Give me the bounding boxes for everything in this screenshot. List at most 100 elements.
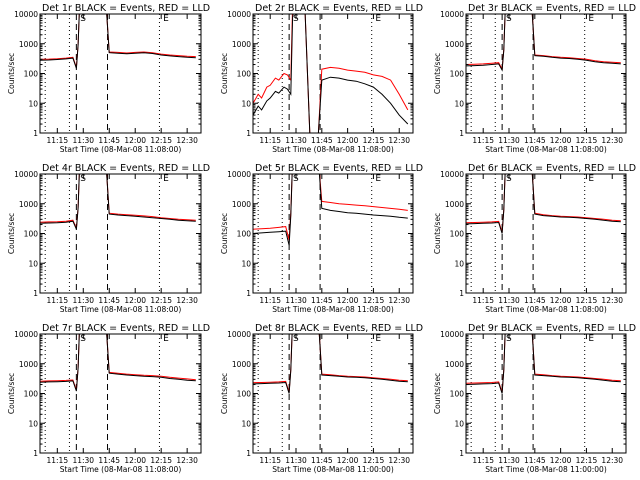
end-marker: E [588, 14, 594, 24]
y-axis-label: Counts/sec [433, 373, 442, 414]
plot-frame [39, 13, 202, 134]
y-tick-label: 1 [33, 289, 38, 298]
series-events-line [40, 14, 196, 69]
y-tick-label: 10000 [14, 10, 38, 19]
plot-frame [465, 333, 627, 454]
x-axis-label: Start Time (08-Mar-08 11:08:00) [272, 145, 394, 154]
panel-title: Det 2r BLACK = Events, RED = LLD [255, 3, 423, 14]
y-axis-label: Counts/sec [220, 213, 229, 254]
series-events-line [40, 334, 196, 392]
y-axis-label: Counts/sec [433, 213, 442, 254]
x-tick-label: 12:30 [388, 296, 410, 305]
end-marker: E [163, 334, 169, 344]
y-axis-label: Counts/sec [7, 213, 16, 254]
panel-det-4: Det 4r BLACK = Events, RED = LLDSE110100… [7, 163, 210, 314]
panel-det-7: Det 7r BLACK = Events, RED = LLDSE110100… [7, 323, 210, 474]
y-tick-label: 10 [454, 259, 464, 268]
y-tick-label: 1000 [19, 40, 38, 49]
x-tick-label: 11:45 [98, 136, 120, 145]
x-tick-label: 12:00 [337, 296, 359, 305]
y-tick-label: 1000 [19, 360, 38, 369]
x-axis-label: Start Time (08-Mar-08 11:00:00) [485, 465, 607, 474]
y-tick-label: 1 [33, 129, 38, 138]
series-lld-line [253, 14, 409, 133]
y-tick-label: 100 [450, 230, 465, 239]
series-events-line [466, 334, 621, 394]
plot-frame [252, 173, 414, 294]
x-tick-label: 11:30 [72, 296, 94, 305]
panel-det-5: Det 5r BLACK = Events, RED = LLDSE110100… [220, 163, 423, 314]
y-tick-label: 100 [24, 390, 39, 399]
x-tick-label: 11:45 [311, 296, 333, 305]
panel-det-3: Det 3r BLACK = Events, RED = LLDSE110100… [433, 3, 636, 154]
series-events-line [466, 14, 621, 72]
y-axis-label: Counts/sec [7, 53, 16, 94]
x-axis-label: Start Time (08-Mar-08 11:08:00) [60, 465, 182, 474]
x-tick-label: 11:45 [311, 136, 333, 145]
y-tick-label: 10 [454, 99, 464, 108]
y-tick-label: 10 [241, 259, 251, 268]
x-tick-label: 11:15 [259, 136, 281, 145]
y-tick-label: 10 [28, 99, 38, 108]
x-tick-label: 12:00 [550, 456, 572, 465]
x-tick-label: 12:30 [601, 456, 623, 465]
plot-frame [465, 13, 627, 134]
x-tick-label: 12:15 [150, 456, 172, 465]
x-tick-label: 11:45 [98, 296, 120, 305]
x-axis-label: Start Time (08-Mar-08 11:00:00) [272, 465, 394, 474]
x-tick-label: 11:15 [46, 456, 68, 465]
y-tick-label: 100 [237, 230, 252, 239]
y-tick-label: 100 [450, 390, 465, 399]
y-tick-label: 1 [246, 289, 251, 298]
y-axis-label: Counts/sec [220, 373, 229, 414]
y-tick-label: 100 [24, 230, 39, 239]
x-tick-label: 11:30 [498, 296, 520, 305]
panel-title: Det 6r BLACK = Events, RED = LLD [468, 163, 636, 174]
x-tick-label: 12:30 [388, 136, 410, 145]
x-tick-label: 11:30 [72, 136, 94, 145]
panel-title: Det 3r BLACK = Events, RED = LLD [468, 3, 636, 14]
x-tick-label: 11:15 [472, 456, 494, 465]
panel-det-9: Det 9r BLACK = Events, RED = LLDSE110100… [433, 323, 636, 474]
panel-title: Det 5r BLACK = Events, RED = LLD [255, 163, 423, 174]
x-tick-label: 12:00 [124, 296, 146, 305]
series-events-line [466, 174, 621, 234]
series-lld-line [466, 174, 621, 233]
panel-title: Det 4r BLACK = Events, RED = LLD [42, 163, 210, 174]
series-lld-line [466, 334, 621, 393]
y-tick-label: 1000 [445, 200, 464, 209]
y-tick-label: 1 [33, 449, 38, 458]
series-lld-line [253, 174, 408, 241]
x-tick-label: 11:30 [285, 456, 307, 465]
panel-det-2: Det 2r BLACK = Events, RED = LLDSE110100… [220, 3, 423, 154]
x-tick-label: 12:15 [363, 296, 385, 305]
y-tick-label: 1000 [445, 360, 464, 369]
x-tick-label: 12:30 [601, 296, 623, 305]
x-tick-label: 11:30 [498, 456, 520, 465]
x-tick-label: 11:15 [472, 296, 494, 305]
y-tick-label: 100 [450, 70, 465, 79]
y-tick-label: 1000 [232, 200, 251, 209]
panel-det-1: Det 1r BLACK = Events, RED = LLDSE110100… [7, 3, 210, 154]
panel-title: Det 9r BLACK = Events, RED = LLD [468, 323, 636, 334]
series-lld-line [466, 14, 621, 71]
plot-frame [252, 333, 414, 454]
panel-title: Det 1r BLACK = Events, RED = LLD [42, 3, 210, 14]
panel-det-6: Det 6r BLACK = Events, RED = LLDSE110100… [433, 163, 636, 314]
y-tick-label: 10 [454, 419, 464, 428]
x-tick-label: 12:30 [601, 136, 623, 145]
y-tick-label: 10 [28, 419, 38, 428]
y-tick-label: 10 [241, 99, 251, 108]
y-tick-label: 1 [459, 129, 464, 138]
y-tick-label: 10 [241, 419, 251, 428]
x-tick-label: 11:30 [285, 296, 307, 305]
y-tick-label: 1 [459, 289, 464, 298]
y-tick-label: 10000 [14, 330, 38, 339]
x-tick-label: 12:00 [550, 296, 572, 305]
x-axis-label: Start Time (08-Mar-08 11:08:00) [485, 145, 607, 154]
panel-det-8: Det 8r BLACK = Events, RED = LLDSE110100… [220, 323, 423, 474]
end-marker: E [375, 174, 381, 184]
end-marker: E [588, 174, 594, 184]
x-tick-label: 12:30 [176, 456, 198, 465]
